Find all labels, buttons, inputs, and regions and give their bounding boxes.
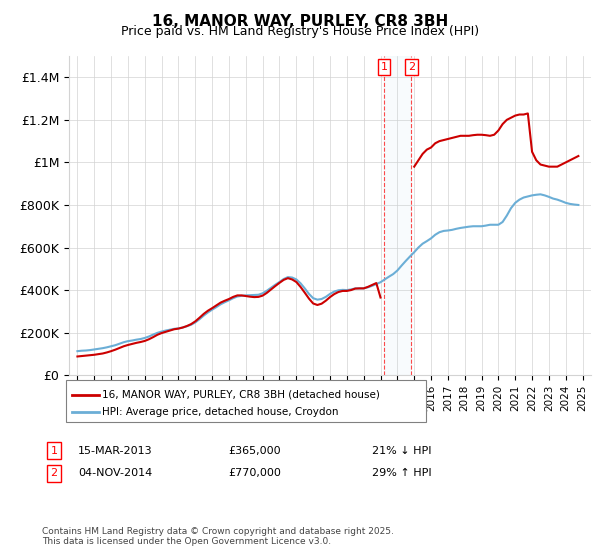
Text: 1: 1 bbox=[380, 62, 388, 72]
Text: 2: 2 bbox=[408, 62, 415, 72]
Text: 16, MANOR WAY, PURLEY, CR8 3BH (detached house): 16, MANOR WAY, PURLEY, CR8 3BH (detached… bbox=[102, 390, 380, 400]
Text: 04-NOV-2014: 04-NOV-2014 bbox=[78, 468, 152, 478]
Text: 2: 2 bbox=[50, 468, 58, 478]
Text: 16, MANOR WAY, PURLEY, CR8 3BH (detached house): 16, MANOR WAY, PURLEY, CR8 3BH (detached… bbox=[102, 390, 380, 400]
Text: 16, MANOR WAY, PURLEY, CR8 3BH: 16, MANOR WAY, PURLEY, CR8 3BH bbox=[152, 14, 448, 29]
Text: £770,000: £770,000 bbox=[228, 468, 281, 478]
Bar bbox=[384, 56, 412, 375]
Text: 29% ↑ HPI: 29% ↑ HPI bbox=[372, 468, 431, 478]
Text: 15-MAR-2013: 15-MAR-2013 bbox=[78, 446, 152, 456]
Text: £365,000: £365,000 bbox=[228, 446, 281, 456]
Text: HPI: Average price, detached house, Croydon: HPI: Average price, detached house, Croy… bbox=[102, 407, 338, 417]
Text: Contains HM Land Registry data © Crown copyright and database right 2025.
This d: Contains HM Land Registry data © Crown c… bbox=[42, 526, 394, 546]
Text: 1: 1 bbox=[50, 446, 58, 456]
Text: 21% ↓ HPI: 21% ↓ HPI bbox=[372, 446, 431, 456]
Text: Price paid vs. HM Land Registry's House Price Index (HPI): Price paid vs. HM Land Registry's House … bbox=[121, 25, 479, 38]
Text: HPI: Average price, detached house, Croydon: HPI: Average price, detached house, Croy… bbox=[102, 407, 338, 417]
